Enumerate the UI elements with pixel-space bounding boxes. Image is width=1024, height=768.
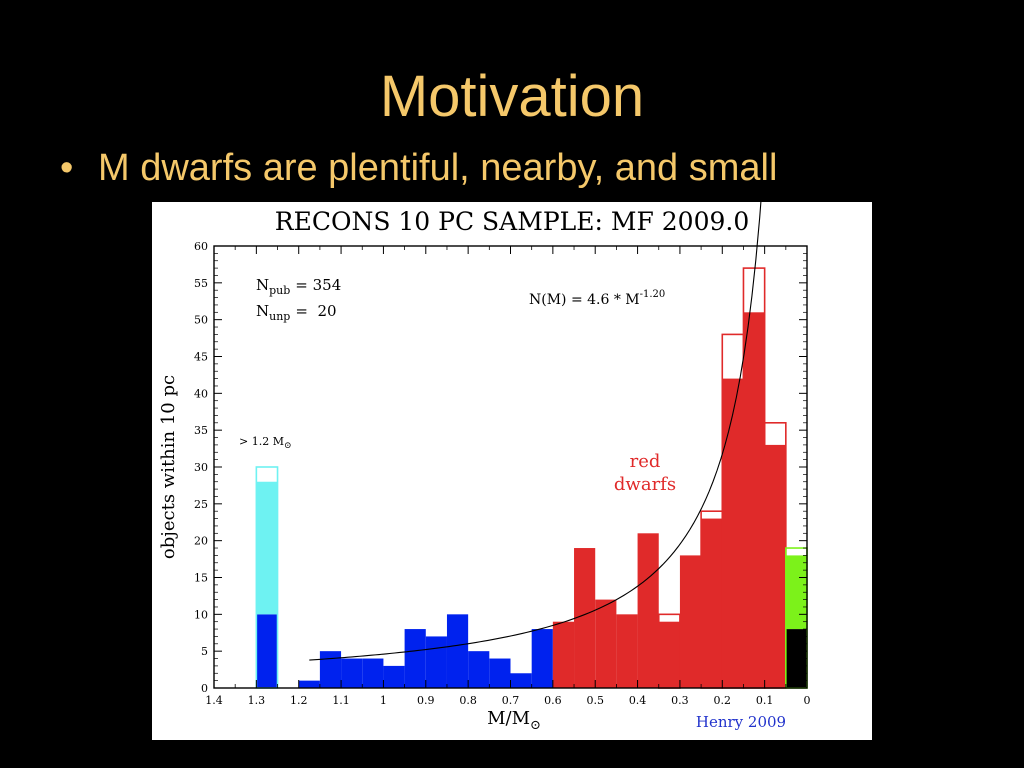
y-tick-label: 15 [194, 572, 208, 585]
x-tick-label: 0.7 [502, 694, 520, 707]
chart-panel: RECONS 10 PC SAMPLE: MF 2009.0 1.4 1.3 1.2… [152, 202, 872, 740]
sun-symbol: ⊙ [530, 718, 541, 733]
chart-title: RECONS 10 PC SAMPLE: MF 2009.0 [275, 207, 750, 236]
fit-equation: N(M) = 4.6 * M-1.20 [529, 289, 665, 308]
bullet-marker: • [60, 147, 74, 189]
x-tick-label: 1.2 [290, 694, 308, 707]
y-tick-label: 0 [201, 682, 208, 695]
bar-red-13 [574, 548, 596, 688]
x-tick-label: 1 [380, 694, 387, 707]
fit-exponent: -1.20 [640, 289, 666, 300]
n-pub-subscript: pub [269, 284, 290, 297]
x-axis-label: M/M⊙ [487, 708, 541, 733]
y-tick-label: 30 [194, 461, 208, 474]
y-tick-label: 5 [201, 645, 208, 658]
bar-red-20 [722, 378, 744, 688]
fit-curve-line [309, 202, 762, 661]
x-tick-label: 0.9 [417, 694, 435, 707]
high-mass-sun-symbol: ⊙ [284, 441, 292, 451]
bar-blue-9 [489, 658, 511, 688]
y-tick-label: 55 [194, 277, 208, 290]
n-pub-value: = 354 [295, 276, 341, 294]
x-tick-label: 0 [804, 694, 811, 707]
bullet-text: M dwarfs are plentiful, nearby, and smal… [98, 147, 778, 189]
x-tick-label: 0.6 [544, 694, 562, 707]
bar-blue-3 [362, 658, 384, 688]
y-tick-label: 40 [194, 387, 208, 400]
high-mass-label-text: > 1.2 M [239, 435, 284, 448]
n-pub-annotation: Npub = 354 [256, 276, 341, 297]
x-tick-label: 0.8 [459, 694, 477, 707]
bar-red-12 [552, 621, 575, 688]
ticks-layer: 1.4 1.3 1.2 1.1 1 0.9 0.8 0.7 0.6 0.5 0.4 0.3 0.2 0.1… [194, 240, 811, 707]
bar-red-14 [595, 599, 617, 688]
n-unp-value: = 20 [295, 302, 336, 320]
bar-red-16 [637, 533, 659, 688]
x-axis-label-text: M/M [487, 708, 530, 729]
bullet-item: • M dwarfs are plentiful, nearby, and sma… [60, 142, 777, 194]
y-tick-label: 10 [194, 608, 208, 621]
y-axis-label: objects within 10 pc [158, 375, 179, 559]
x-tick-label: 0.3 [671, 694, 689, 707]
fit-curve-layer [309, 202, 762, 661]
n-pub-n: N [256, 276, 269, 294]
y-tick-label: 50 [194, 314, 208, 327]
bar-blue-0 [298, 680, 320, 688]
x-tick-label: 1.1 [332, 694, 350, 707]
bar-red-15 [616, 614, 638, 688]
bar-blue-6 [425, 636, 447, 688]
bar-blue-7 [446, 614, 469, 688]
bar-red-19 [701, 518, 723, 688]
slide-title: Motivation [379, 64, 645, 129]
bar-end-black [785, 629, 807, 688]
y-tick-label: 60 [194, 240, 208, 253]
mass-function-chart: RECONS 10 PC SAMPLE: MF 2009.0 1.4 1.3 1.2… [158, 202, 811, 733]
y-tick-label: 25 [194, 498, 208, 511]
bar-high-mass-cyan [256, 481, 278, 615]
bar-blue-4 [383, 665, 405, 688]
x-tick-label: 0.2 [714, 694, 732, 707]
bar-red-17 [658, 621, 680, 688]
red-dwarfs-label-line1: red [630, 451, 661, 472]
bars-layer [255, 267, 808, 689]
bar-high-mass-blue [256, 614, 278, 688]
bar-red-18 [679, 555, 702, 688]
bar-end-green [785, 555, 807, 630]
bar-blue-11 [531, 629, 553, 688]
bar-blue-10 [510, 673, 532, 688]
high-mass-label: > 1.2 M⊙ [239, 435, 292, 451]
n-unp-annotation: Nunp = 20 [256, 302, 337, 323]
y-tick-label: 20 [194, 535, 208, 548]
x-tick-label: 1.4 [205, 694, 223, 707]
x-tick-label: 0.1 [756, 694, 774, 707]
n-unp-subscript: unp [269, 310, 290, 323]
n-unp-n: N [256, 302, 269, 320]
fit-equation-text: N(M) = 4.6 * M [529, 292, 640, 308]
credit-label: Henry 2009 [696, 713, 786, 731]
y-tick-label: 45 [194, 351, 208, 364]
bar-blue-1 [319, 651, 342, 688]
bar-blue-5 [404, 629, 426, 688]
x-tick-label: 0.5 [586, 694, 604, 707]
red-dwarfs-label-line2: dwarfs [614, 474, 676, 495]
bar-red-22 [764, 444, 786, 688]
bar-blue-8 [468, 651, 490, 688]
bar-blue-2 [341, 658, 363, 688]
x-tick-label: 0.4 [629, 694, 647, 707]
y-tick-label: 35 [194, 424, 208, 437]
x-tick-label: 1.3 [248, 694, 266, 707]
bar-red-21 [743, 312, 765, 688]
